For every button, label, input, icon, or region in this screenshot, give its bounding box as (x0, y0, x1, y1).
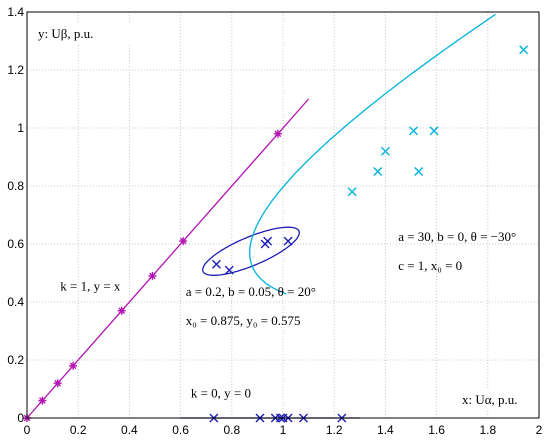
x-axis-label: x: Uα, p.u. (462, 392, 518, 407)
x-marker (263, 236, 273, 246)
y-tick-label: 0.8 (7, 179, 24, 193)
x-tick-label: 1.6 (428, 423, 445, 437)
x-tick-label: 0.8 (223, 423, 240, 437)
x-marker (409, 126, 419, 136)
y-tick-label: 1 (17, 121, 24, 135)
annotation-k0-line: k = 0, y = 0 (191, 386, 251, 401)
annotation-ellipse-params: a = 0.2, b = 0.05, θ = 20° (186, 284, 316, 299)
x-tick-label: 1 (280, 423, 287, 437)
star-marker (69, 361, 78, 370)
star-marker (273, 129, 282, 138)
tick-labels: 0 0.2 0.4 0.6 0.8 1 1.2 1.4 1.6 1.8 2 0 0.2 0.4 0.6 0.8… (7, 5, 542, 437)
x-marker (380, 146, 390, 156)
x-marker (224, 265, 234, 275)
x-marker (211, 259, 221, 269)
plot-frame (26, 11, 540, 419)
xlabel-background (458, 388, 534, 410)
annotation-hyperbola-offset: c = 1, x₀ = 0 (398, 258, 462, 273)
star-marker (53, 379, 62, 388)
x-tick-label: 0.4 (121, 423, 138, 437)
x-tick-label: 1.8 (479, 423, 496, 437)
annotation-ellipse-center: x₀ = 0.875, y₀ = 0.575 (186, 313, 301, 328)
y-tick-label: 0.2 (7, 353, 24, 367)
x-marker (519, 45, 529, 55)
x-tick-label: 1.2 (326, 423, 343, 437)
x-marker (373, 167, 383, 176)
star-marker (38, 396, 47, 405)
x-marker (429, 126, 439, 136)
y-tick-label: 0 (17, 411, 24, 425)
grid-lines (27, 12, 539, 418)
ylabel-background (30, 22, 130, 44)
x-marker (414, 167, 424, 176)
x-marker (283, 236, 293, 246)
y-tick-label: 0.4 (7, 295, 24, 309)
annotation-k1-line: k = 1, y = x (60, 278, 121, 293)
x-marker (347, 187, 357, 197)
annotations: y: Uβ, p.u. x: Uα, p.u. k = 1, y = x k =… (30, 22, 534, 410)
x-tick-label: 0.2 (70, 423, 87, 437)
star-marker (179, 237, 188, 246)
x-tick-label: 0.6 (172, 423, 189, 437)
annotation-hyperbola-params: a = 30, b = 0, θ = −30° (398, 229, 516, 244)
y-tick-label: 1.4 (7, 5, 24, 19)
ellipse-curve (202, 226, 300, 276)
data-points (23, 45, 529, 423)
x-tick-label: 1.4 (377, 423, 394, 437)
y-axis-label: y: Uβ, p.u. (38, 26, 93, 41)
hyperbola-curve (249, 13, 496, 295)
y-tick-label: 1.2 (7, 63, 24, 77)
x-tick-label: 0 (24, 423, 31, 437)
star-marker (148, 271, 157, 280)
star-marker (117, 306, 126, 315)
y-tick-label: 0.6 (7, 237, 24, 251)
x-tick-label: 2 (536, 423, 543, 437)
